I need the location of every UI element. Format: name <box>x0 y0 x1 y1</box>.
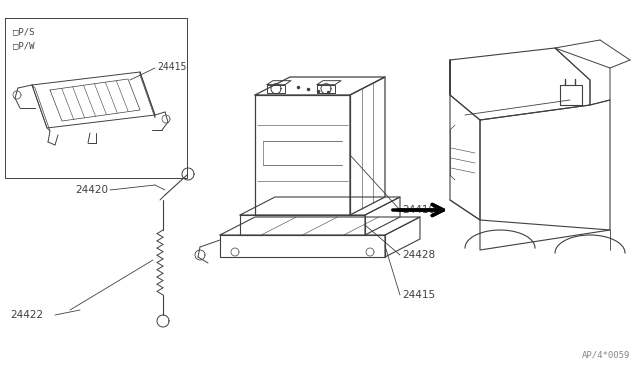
Text: 24420: 24420 <box>75 185 108 195</box>
Polygon shape <box>255 95 350 215</box>
Polygon shape <box>5 18 187 178</box>
Text: 24428: 24428 <box>402 250 435 260</box>
Text: □P/W: □P/W <box>13 42 35 51</box>
Polygon shape <box>240 215 365 235</box>
Polygon shape <box>317 81 341 85</box>
Text: AP/4*0059: AP/4*0059 <box>582 351 630 360</box>
Polygon shape <box>317 85 335 93</box>
Polygon shape <box>32 72 155 128</box>
Polygon shape <box>220 235 385 257</box>
Polygon shape <box>560 85 582 105</box>
Text: 24415: 24415 <box>402 290 435 300</box>
Polygon shape <box>32 85 50 131</box>
Polygon shape <box>267 81 291 85</box>
Polygon shape <box>140 72 155 118</box>
Polygon shape <box>555 48 610 105</box>
Text: 24422: 24422 <box>10 310 43 320</box>
Polygon shape <box>220 217 420 235</box>
Text: □P/S: □P/S <box>13 28 35 36</box>
Polygon shape <box>255 77 385 95</box>
Polygon shape <box>385 217 420 257</box>
Polygon shape <box>450 48 590 120</box>
Polygon shape <box>267 85 285 93</box>
Polygon shape <box>350 77 385 215</box>
Polygon shape <box>50 79 140 121</box>
Text: 24410: 24410 <box>402 205 435 215</box>
Polygon shape <box>450 60 480 220</box>
Polygon shape <box>480 100 610 250</box>
Polygon shape <box>240 197 400 215</box>
Polygon shape <box>365 197 400 235</box>
Text: 24415: 24415 <box>157 62 186 72</box>
